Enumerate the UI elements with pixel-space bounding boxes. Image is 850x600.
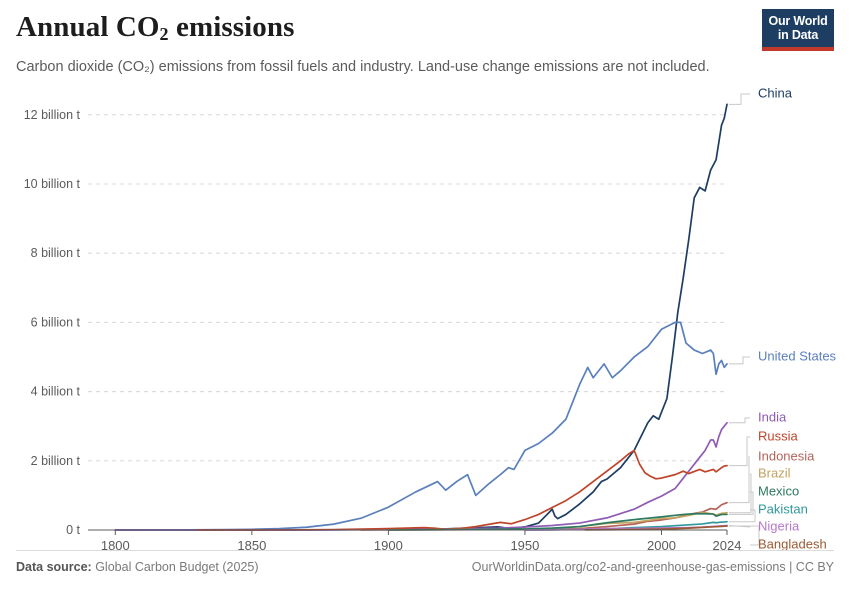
chart-header: Annual CO2 emissions Carbon dioxide (CO₂…	[16, 10, 834, 76]
title-tail: emissions	[168, 11, 295, 43]
legend-label-india[interactable]: India	[758, 409, 787, 424]
legend-connector	[729, 491, 754, 515]
y-axis-tick-label: 10 billion t	[24, 177, 81, 191]
y-axis-tick-label: 2 billion t	[31, 454, 81, 468]
y-axis-tick-label: 0 t	[66, 523, 80, 537]
x-axis-tick-label: 1850	[237, 538, 266, 553]
data-source-value: Global Carbon Budget (2025)	[91, 560, 259, 574]
legend-label-bangladesh[interactable]: Bangladesh	[758, 536, 827, 551]
legend-label-pakistan[interactable]: Pakistan	[758, 501, 808, 516]
legend-label-brazil[interactable]: Brazil	[758, 465, 791, 480]
legend-connector	[729, 436, 750, 467]
legend-connector	[729, 417, 750, 424]
series-line-india[interactable]	[114, 421, 728, 531]
chart-subtitle: Carbon dioxide (CO₂) emissions from foss…	[16, 58, 710, 75]
source-url[interactable]: OurWorldinData.org/co2-and-greenhouse-ga…	[471, 560, 834, 574]
owid-logo[interactable]: Our World in Data	[762, 9, 834, 51]
legend-group: China United States India Russia Indonesia Br…	[758, 85, 837, 551]
legend-connector	[729, 456, 750, 504]
owid-logo-line1: Our World	[768, 14, 828, 28]
x-axis-tick-label: 1950	[510, 538, 539, 553]
x-axis-labels: 1800 1850 1900 1950 2000 2024	[101, 538, 742, 553]
series-line-united-states[interactable]	[114, 321, 728, 531]
legend-label-nigeria[interactable]: Nigeria	[758, 518, 800, 533]
legend-connector	[729, 356, 750, 365]
legend-label-russia[interactable]: Russia	[758, 428, 799, 443]
legend-label-mexico[interactable]: Mexico	[758, 483, 799, 498]
x-axis-tick-label: 2024	[713, 538, 742, 553]
data-source-label: Data source:	[16, 560, 92, 574]
data-source: Data source: Global Carbon Budget (2025)	[16, 560, 259, 574]
y-axis-tick-label: 8 billion t	[31, 246, 81, 260]
y-axis-tick-label: 6 billion t	[31, 315, 81, 329]
axis-lines	[88, 529, 728, 535]
title-main: Annual CO	[16, 11, 160, 43]
y-axis-tick-label: 4 billion t	[31, 385, 81, 399]
y-axis-tick-label: 12 billion t	[24, 108, 81, 122]
legend-connector	[729, 525, 760, 546]
x-axis-tick-label: 2000	[647, 538, 676, 553]
page-title: Annual CO2 emissions	[16, 10, 834, 51]
legend-label-united-states[interactable]: United States	[758, 348, 837, 363]
x-axis-tick-label: 1800	[101, 538, 130, 553]
y-axis-labels: 0 t 2 billion t 4 billion t 6 billion t 8 bi…	[24, 108, 81, 537]
legend-connector	[729, 473, 752, 514]
legend-connector	[729, 509, 756, 523]
gridlines-group	[88, 114, 727, 462]
series-line-china[interactable]	[114, 103, 728, 531]
title-subscript: 2	[159, 23, 169, 44]
legend-connectors	[728, 93, 760, 546]
series-lines-group	[114, 103, 728, 531]
legend-label-china[interactable]: China	[758, 85, 793, 100]
legend-connector	[729, 93, 750, 105]
line-chart-svg[interactable]: 0 t 2 billion t 4 billion t 6 billion t 8 bi…	[0, 78, 850, 558]
plot-area: 0 t 2 billion t 4 billion t 6 billion t 8 bi…	[0, 78, 850, 558]
owid-logo-line2: in Data	[777, 28, 819, 42]
x-axis-tick-label: 1900	[374, 538, 403, 553]
legend-label-indonesia[interactable]: Indonesia	[758, 448, 815, 463]
chart-footer: Data source: Global Carbon Budget (2025)…	[16, 550, 834, 586]
series-line-mexico[interactable]	[387, 512, 728, 531]
